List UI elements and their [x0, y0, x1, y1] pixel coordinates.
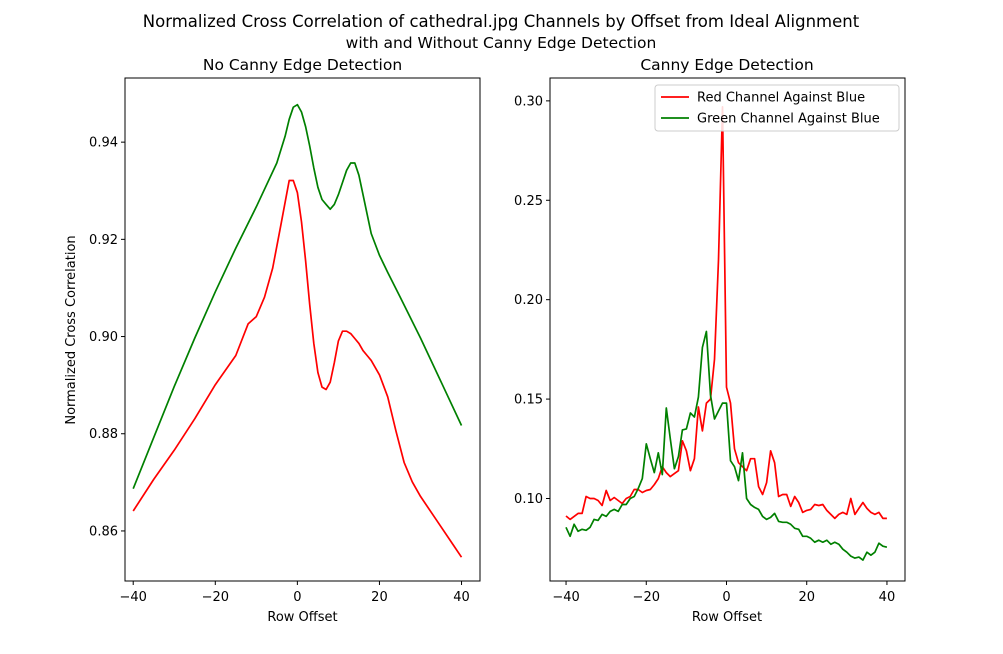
- right-y-tick-label: 0.10: [514, 492, 543, 507]
- right-x-axis-label: Row Offset: [692, 610, 762, 625]
- right-plot-frame: [549, 77, 906, 582]
- left-subplot-title: No Canny Edge Detection: [203, 56, 402, 74]
- right-y-tick-label: 0.25: [514, 194, 543, 209]
- right-y-tick-label: 0.15: [514, 393, 543, 408]
- left-plot-frame: [124, 77, 481, 582]
- left-x-tick-label: 40: [453, 590, 470, 605]
- left-y-tick-label: 0.90: [89, 330, 118, 345]
- left-x-tick-label: −40: [119, 590, 146, 605]
- right-series-line-1: [565, 330, 888, 561]
- legend-label-1: Green Channel Against Blue: [697, 112, 880, 127]
- left-x-tick-label: 20: [371, 590, 388, 605]
- right-x-tick-label: 0: [722, 590, 730, 605]
- left-y-axis-label: Normalized Cross Correlation: [64, 235, 79, 424]
- left-y-tick-label: 0.88: [89, 427, 118, 442]
- right-x-tick-label: −40: [552, 590, 579, 605]
- left-series-line-0: [132, 179, 463, 558]
- right-y-tick-label: 0.30: [514, 94, 543, 109]
- right-y-tick-label: 0.20: [514, 293, 543, 308]
- left-x-tick-label: −20: [202, 590, 229, 605]
- right-series-line-0: [565, 105, 887, 521]
- left-y-tick-label: 0.86: [89, 524, 118, 539]
- left-subplot: No Canny Edge Detection Row Offset Norma…: [64, 56, 481, 625]
- left-x-tick-label: 0: [293, 590, 301, 605]
- left-series-line-1: [132, 103, 463, 490]
- figure-title: Normalized Cross Correlation of cathedra…: [143, 12, 860, 31]
- figure-subtitle: with and Without Canny Edge Detection: [346, 34, 657, 52]
- legend-box: [654, 84, 900, 132]
- right-x-tick-label: −20: [633, 590, 660, 605]
- left-y-tick-label: 0.92: [89, 233, 118, 248]
- legend-label-0: Red Channel Against Blue: [697, 91, 865, 106]
- left-y-tick-label: 0.94: [89, 136, 118, 151]
- right-x-tick-label: 40: [879, 590, 896, 605]
- right-subplot-title: Canny Edge Detection: [640, 56, 813, 74]
- right-x-tick-label: 20: [798, 590, 815, 605]
- left-x-axis-label: Row Offset: [267, 610, 337, 625]
- right-subplot: Canny Edge Detection Row Offset −40 −20 0 2…: [514, 56, 906, 625]
